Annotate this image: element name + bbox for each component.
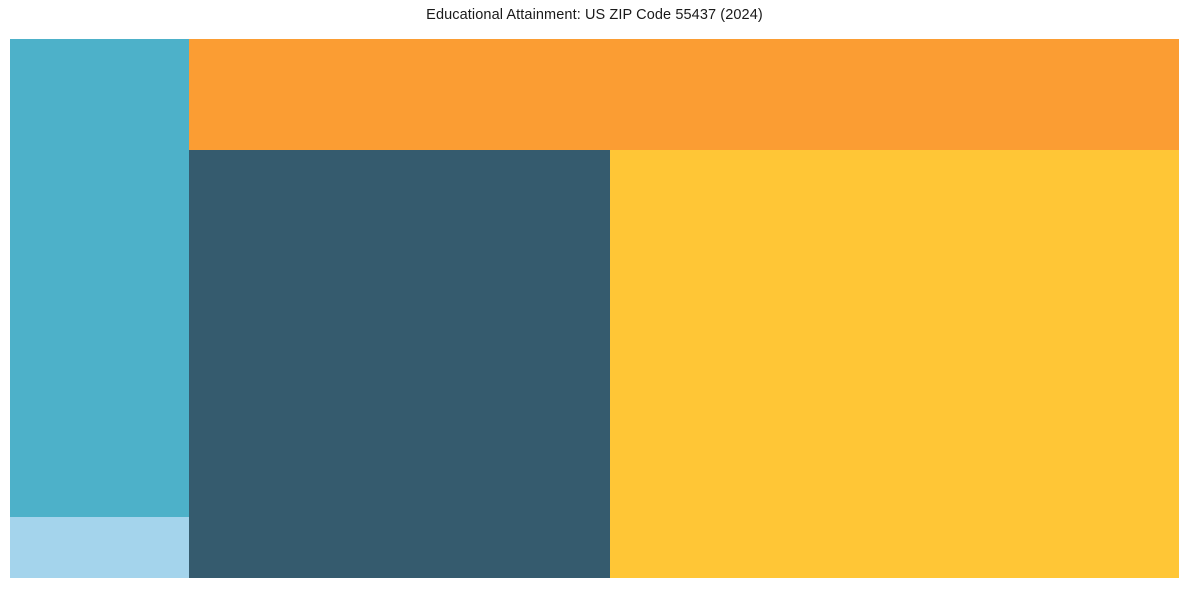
treemap-tile[interactable]: Graduate or professional degree (189, 150, 610, 578)
treemap-tile[interactable]: High school graduate (includes equivalen… (10, 39, 189, 517)
treemap-tile[interactable]: Less than high school diploma (10, 517, 189, 578)
chart-title: Educational Attainment: US ZIP Code 5543… (426, 7, 763, 23)
treemap-plot-area: Bachelor's degreeGraduate or professiona… (10, 39, 1179, 578)
treemap-tile[interactable]: Some college or associate's degree (189, 39, 1179, 150)
treemap-tile[interactable]: Bachelor's degree (610, 150, 1179, 578)
